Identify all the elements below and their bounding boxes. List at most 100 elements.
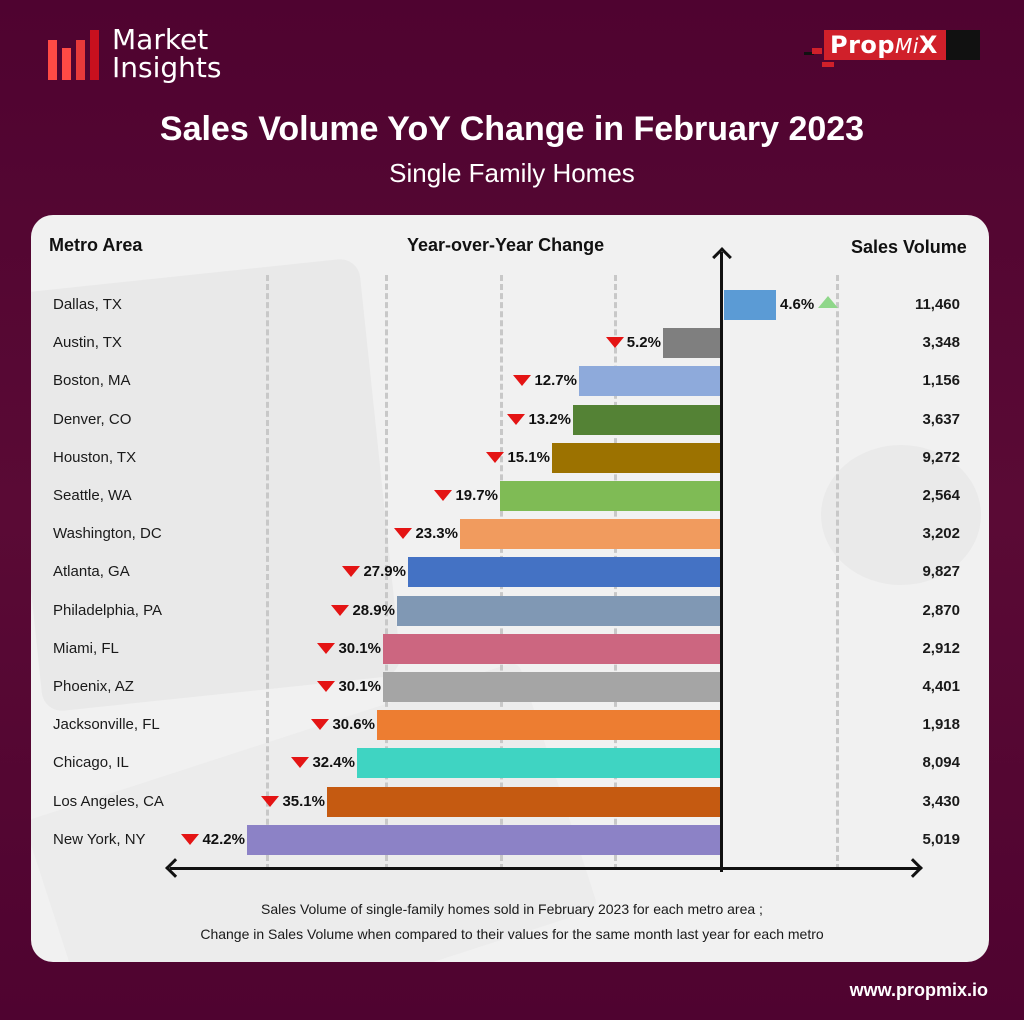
yoy-value-label: 30.1% [317, 672, 381, 702]
yoy-percent-text: 32.4% [312, 754, 355, 771]
metro-label: Boston, MA [53, 372, 131, 389]
sales-volume-value: 9,272 [922, 449, 960, 466]
down-triangle-icon [331, 605, 350, 616]
metro-label: Chicago, IL [53, 754, 129, 771]
yoy-value-label: 30.1% [317, 634, 381, 664]
propmix-middle: Mi [895, 34, 919, 58]
yoy-percent-text: 4.6% [780, 296, 815, 313]
yoy-bar [500, 481, 722, 511]
gridline [385, 275, 388, 870]
yoy-bar [377, 710, 722, 740]
yoy-percent-text: 28.9% [352, 602, 395, 619]
brand-line2: Insights [112, 51, 222, 84]
yoy-percent-text: 12.7% [534, 372, 577, 389]
sales-volume-value: 11,460 [914, 296, 960, 313]
yoy-value-label: 42.2% [181, 825, 245, 855]
yoy-percent-text: 19.7% [455, 487, 498, 504]
yoy-percent-text: 15.1% [507, 449, 550, 466]
metro-label: Washington, DC [53, 525, 162, 542]
sales-volume-value: 5,019 [922, 831, 960, 848]
down-triangle-icon [513, 375, 532, 386]
yoy-bar [663, 328, 722, 358]
brand-line1: Market [112, 23, 209, 56]
yoy-value-label: 15.1% [486, 443, 550, 473]
sales-volume-value: 3,348 [922, 334, 960, 351]
down-triangle-icon [342, 566, 361, 577]
propmix-prefix: Prop [830, 31, 896, 59]
yoy-value-label: 12.7% [513, 366, 577, 396]
sales-volume-value: 3,637 [922, 411, 960, 428]
metro-area-header: Metro Area [49, 235, 143, 255]
down-triangle-icon [434, 490, 453, 501]
metro-label: Phoenix, AZ [53, 678, 134, 695]
metro-label: Miami, FL [53, 640, 119, 657]
yoy-value-label: 13.2% [507, 405, 571, 435]
metro-label: Dallas, TX [53, 296, 122, 313]
down-triangle-icon [317, 681, 336, 692]
yoy-bar [247, 825, 722, 855]
yoy-bar [383, 672, 722, 702]
metro-label: Denver, CO [53, 411, 132, 428]
yoy-percent-text: 30.1% [338, 678, 381, 695]
metro-label: Philadelphia, PA [53, 602, 162, 619]
down-triangle-icon [394, 528, 413, 539]
down-triangle-icon [291, 757, 310, 768]
yoy-change-header: Year-over-Year Change [407, 235, 605, 255]
yoy-bar [357, 748, 722, 778]
yoy-percent-text: 42.2% [202, 831, 245, 848]
metro-label: Houston, TX [53, 449, 137, 466]
yoy-bar [460, 519, 722, 549]
yoy-percent-text: 13.2% [528, 411, 571, 428]
metro-label: Austin, TX [53, 334, 122, 351]
yoy-bar [327, 787, 722, 817]
yoy-value-label: 5.2% [605, 328, 661, 358]
sales-volume-value: 2,870 [922, 602, 960, 619]
yoy-bar [408, 557, 722, 587]
yoy-percent-text: 5.2% [626, 334, 661, 351]
market-insights-wordmark: Market Insights [112, 26, 221, 82]
page-subtitle: Single Family Homes [389, 158, 635, 188]
x-axis-line [170, 867, 920, 870]
sales-volume-value: 2,564 [922, 487, 960, 504]
yoy-percent-text: 30.1% [338, 640, 381, 657]
sales-volume-header: Sales Volume [851, 237, 967, 257]
yoy-value-label: 19.7% [434, 481, 498, 511]
yoy-value-label: 4.6% [780, 290, 839, 320]
sales-volume-value: 1,918 [922, 716, 960, 733]
down-triangle-icon [261, 796, 280, 807]
yoy-percent-text: 23.3% [415, 525, 458, 542]
propmix-logo: PropMiX [804, 30, 980, 67]
up-triangle-icon [818, 296, 839, 308]
sales-volume-value: 9,827 [922, 563, 960, 580]
propmix-suffix: X [918, 31, 938, 59]
down-triangle-icon [311, 719, 330, 730]
sales-volume-value: 1,156 [922, 372, 960, 389]
sales-volume-value: 8,094 [922, 754, 960, 771]
page-title: Sales Volume YoY Change in February 2023 [159, 110, 865, 148]
background-cup-shape [821, 445, 981, 585]
down-triangle-icon [317, 643, 336, 654]
down-triangle-icon [486, 452, 505, 463]
footnote-line2: Change in Sales Volume when compared to … [200, 926, 824, 942]
metro-label: Seattle, WA [53, 487, 132, 504]
yoy-value-label: 27.9% [342, 557, 406, 587]
market-insights-logo: Market Insights [48, 26, 221, 82]
yoy-bar [724, 290, 776, 320]
bar-chart-logo-icon [48, 28, 104, 80]
yoy-value-label: 23.3% [394, 519, 458, 549]
metro-label: Los Angeles, CA [53, 793, 164, 810]
down-triangle-icon [181, 834, 200, 845]
sales-volume-value: 3,202 [922, 525, 960, 542]
sales-volume-value: 4,401 [922, 678, 960, 695]
yoy-percent-text: 30.6% [332, 716, 375, 733]
sales-volume-value: 3,430 [922, 793, 960, 810]
yoy-value-label: 28.9% [331, 596, 395, 626]
gridline [266, 275, 269, 870]
metro-label: Jacksonville, FL [53, 716, 160, 733]
y-axis-line [720, 252, 723, 872]
yoy-percent-text: 27.9% [363, 563, 406, 580]
gridline [836, 275, 839, 870]
yoy-bar [383, 634, 722, 664]
sales-volume-value: 2,912 [922, 640, 960, 657]
website-link[interactable]: www.propmix.io [849, 980, 988, 1000]
